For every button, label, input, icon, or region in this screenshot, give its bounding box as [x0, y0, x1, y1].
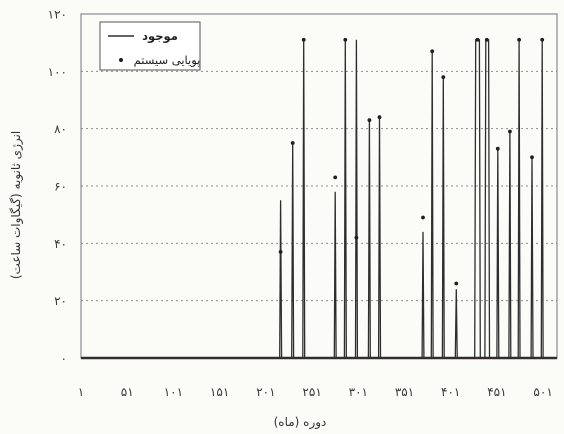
y-axis-title: انرژی ثانویه (گیگاوات ساعت): [9, 131, 24, 279]
series-point: [530, 155, 534, 160]
x-tick-label: ۴۰۱: [441, 385, 460, 399]
series-point: [430, 49, 435, 54]
series-point: [421, 215, 425, 220]
y-tick-label: ۰: [61, 352, 67, 366]
series-point: [377, 115, 382, 120]
series-point: [367, 118, 372, 122]
legend-label-existing: موجود: [142, 29, 178, 44]
y-tick-label: ۸۰: [54, 122, 67, 136]
y-tick-label: ۱۰۰: [48, 65, 67, 79]
series-line-0: [81, 39, 557, 359]
x-tick-label: ۵۰۱: [533, 385, 552, 399]
x-tick-label: ۱: [78, 385, 84, 399]
series-point: [290, 141, 295, 145]
y-axis-tick-labels: ۰ ۲۰ ۴۰ ۶۰ ۸۰ ۱۰۰ ۱۲۰: [48, 8, 67, 366]
x-axis-title: دوره (ماه): [274, 415, 327, 430]
x-tick-label: ۵۱: [121, 385, 134, 399]
y-tick-label: ۴۰: [54, 237, 67, 251]
x-tick-label: ۳۰۱: [349, 385, 368, 399]
x-tick-label: ۲۰۱: [256, 385, 275, 399]
x-tick-label: ۱۰۱: [164, 385, 183, 399]
series-point: [333, 175, 338, 180]
y-tick-label: ۶۰: [54, 180, 67, 194]
series-point: [484, 37, 489, 42]
x-tick-label: ۴۵۱: [487, 385, 506, 399]
series-point: [301, 37, 306, 42]
series-point: [540, 37, 545, 42]
y-tick-label: ۲۰: [54, 294, 67, 308]
legend-label-system-dynamics: پویایی سیستم: [134, 53, 201, 68]
x-tick-label: ۱۵۱: [210, 385, 229, 399]
series-point: [517, 37, 521, 42]
series-point: [454, 281, 459, 286]
x-axis-tick-labels: ۱ ۵۱ ۱۰۱ ۱۵۱ ۲۰۱ ۲۵۱ ۳۰۱ ۳۵۱ ۴۰۱ ۴۵۱ ۵۰۱: [78, 385, 553, 399]
legend-box: [99, 21, 201, 71]
gridlines: [81, 70, 557, 302]
y-tick-label: ۱۲۰: [48, 8, 67, 22]
series-point: [441, 75, 446, 79]
series-point: [475, 37, 480, 42]
legend-marker-swatch: [119, 58, 123, 62]
legend: موجود پویایی سیستم: [99, 21, 201, 71]
series-point: [354, 235, 359, 240]
x-tick-label: ۲۵۱: [302, 385, 321, 399]
series-point: [495, 146, 500, 151]
series-point: [508, 129, 512, 134]
x-tick-label: ۳۵۱: [395, 385, 414, 399]
series-points: [278, 37, 545, 286]
series-point: [343, 37, 348, 42]
series-point: [278, 250, 283, 254]
series-lines: [81, 39, 557, 359]
